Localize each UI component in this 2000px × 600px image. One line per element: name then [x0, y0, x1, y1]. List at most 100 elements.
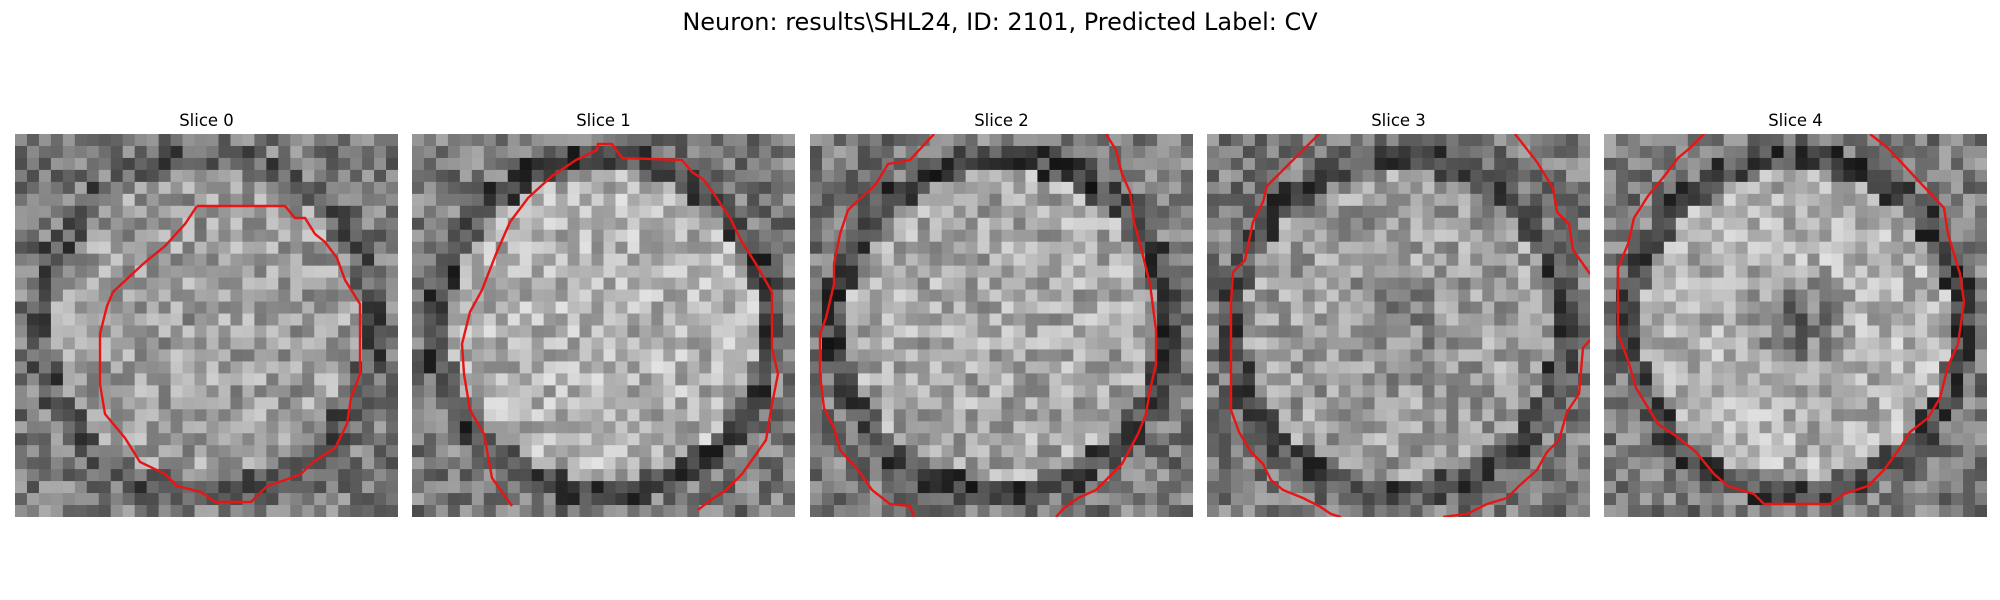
pixel [1061, 229, 1074, 243]
pixel [1651, 277, 1665, 291]
pixel [483, 505, 497, 517]
pixel [1795, 205, 1808, 219]
pixel [1891, 277, 1904, 291]
pixel [1218, 325, 1232, 338]
pixel [326, 193, 339, 207]
pixel [1783, 265, 1796, 279]
pixel [771, 134, 784, 147]
pixel [435, 337, 449, 350]
pixel [1290, 349, 1304, 362]
pixel [1362, 505, 1376, 517]
pixel [1133, 397, 1146, 410]
pixel [881, 229, 895, 243]
pixel [110, 217, 124, 231]
pixel [1266, 349, 1280, 362]
pixel [1963, 265, 1976, 279]
pixel [1939, 349, 1952, 362]
pixel [1386, 493, 1399, 506]
pixel [86, 433, 100, 446]
pixel [905, 481, 919, 494]
pixel [1687, 217, 1701, 231]
pixel [471, 157, 485, 171]
pixel [122, 145, 136, 159]
pixel [386, 157, 398, 171]
pixel [1747, 217, 1761, 231]
pixel [1207, 241, 1220, 255]
pixel [1422, 145, 1435, 159]
pixel [1073, 277, 1086, 291]
pixel [15, 277, 28, 291]
pixel [1362, 145, 1376, 159]
pixel [1759, 181, 1773, 195]
pixel [230, 481, 243, 494]
pixel [1687, 397, 1701, 410]
pixel [663, 385, 676, 398]
pixel [447, 193, 461, 207]
pixel [1422, 217, 1435, 231]
pixel [783, 433, 795, 446]
pixel [1049, 493, 1062, 506]
pixel [699, 289, 712, 303]
pixel [1903, 241, 1916, 255]
pixel [845, 409, 859, 422]
pixel [1338, 469, 1352, 482]
pixel [977, 469, 991, 482]
pixel [1157, 325, 1170, 338]
pixel [1542, 217, 1555, 231]
pixel [1218, 373, 1232, 386]
pixel [435, 457, 449, 470]
pixel [74, 145, 88, 159]
pixel [1639, 157, 1653, 171]
pixel [1963, 229, 1976, 243]
pixel [242, 205, 255, 219]
pixel [651, 277, 664, 291]
pixel [639, 289, 652, 303]
pixel [134, 421, 148, 434]
pixel [1699, 265, 1713, 279]
pixel [1903, 385, 1916, 398]
pixel [350, 134, 363, 147]
pixel [1482, 193, 1495, 207]
pixel [386, 397, 398, 410]
pixel [869, 433, 883, 446]
pixel [1915, 145, 1928, 159]
pixel [929, 265, 943, 279]
pixel [1398, 289, 1411, 303]
pixel [1278, 157, 1292, 171]
pixel [1025, 181, 1038, 195]
pixel [1133, 361, 1146, 374]
pixel [699, 433, 712, 446]
pixel [1362, 301, 1376, 315]
pixel [1506, 313, 1519, 326]
pixel [1362, 385, 1376, 398]
pixel [1915, 373, 1928, 386]
pixel [1530, 361, 1543, 374]
pixel [1819, 421, 1832, 434]
pixel [278, 181, 291, 195]
pixel [1109, 289, 1122, 303]
pixel [1218, 289, 1232, 303]
pixel [447, 445, 461, 458]
pixel [1085, 433, 1098, 446]
pixel [615, 421, 628, 434]
pixel [519, 157, 533, 171]
pixel [639, 457, 652, 470]
pixel [182, 469, 196, 482]
pixel [989, 145, 1002, 159]
pixel [579, 145, 593, 159]
pixel [1675, 277, 1689, 291]
pixel [639, 493, 652, 506]
pixel [1458, 169, 1471, 183]
pixel [929, 445, 943, 458]
pixel [62, 457, 76, 470]
pixel [869, 145, 883, 159]
pixel [122, 337, 136, 350]
pixel [350, 217, 363, 231]
pixel [579, 313, 593, 326]
pixel [278, 313, 291, 326]
pixel [651, 397, 664, 410]
pixel [711, 145, 724, 159]
pixel [278, 481, 291, 494]
pixel [1362, 265, 1376, 279]
pixel [857, 337, 871, 350]
